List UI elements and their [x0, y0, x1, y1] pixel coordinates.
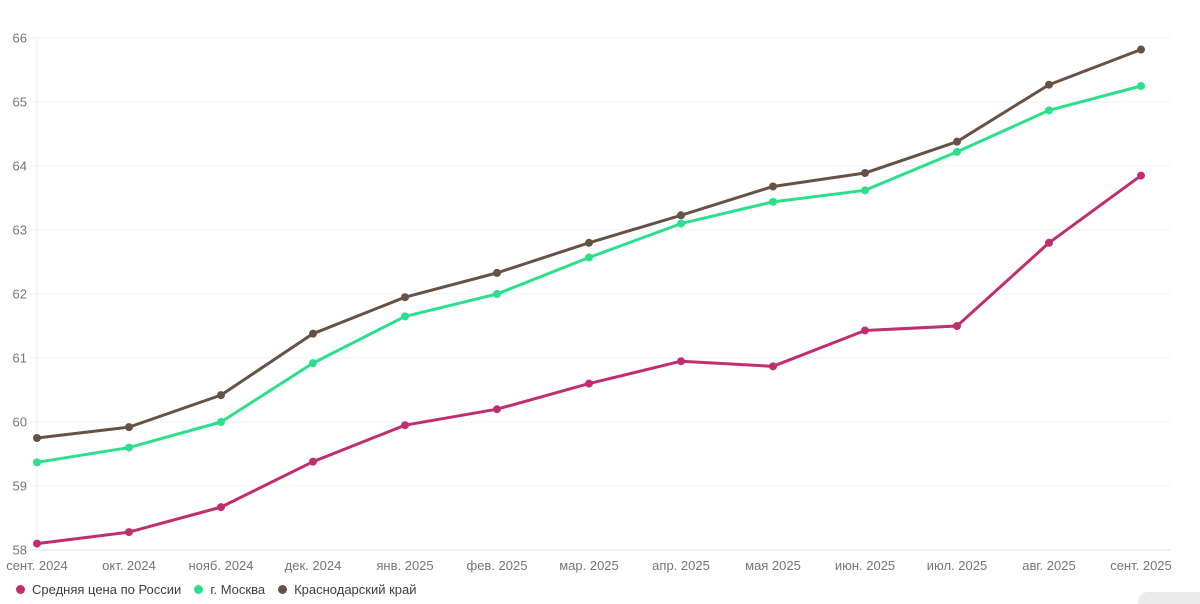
data-point[interactable] — [401, 293, 409, 302]
x-tick-label: июн. 2025 — [835, 558, 895, 573]
y-tick-label: 61 — [13, 351, 27, 366]
chart-legend: Средняя цена по России г. Москва Краснодар… — [16, 583, 417, 596]
data-point[interactable] — [1045, 106, 1053, 115]
data-point[interactable] — [309, 329, 317, 338]
data-point[interactable] — [309, 457, 317, 466]
data-point[interactable] — [769, 182, 777, 191]
y-tick-label: 60 — [13, 415, 27, 430]
data-point[interactable] — [1137, 45, 1145, 54]
data-point[interactable] — [677, 211, 685, 220]
data-point[interactable] — [1045, 80, 1053, 89]
legend-item-1[interactable]: г. Москва — [194, 583, 265, 596]
x-tick-label: апр. 2025 — [652, 558, 710, 573]
y-tick-label: 63 — [13, 223, 27, 238]
data-point[interactable] — [217, 391, 225, 400]
data-point[interactable] — [677, 219, 685, 228]
legend-dot-icon — [16, 585, 25, 594]
series-line-1[interactable] — [35, 84, 1143, 464]
x-tick-label: дек. 2024 — [285, 558, 342, 573]
data-point[interactable] — [33, 458, 41, 467]
data-point[interactable] — [125, 528, 133, 537]
corner-widget — [1138, 592, 1200, 604]
legend-label: Краснодарский край — [294, 582, 417, 597]
data-point[interactable] — [769, 362, 777, 371]
legend-dot-icon — [194, 585, 204, 594]
data-point[interactable] — [33, 539, 41, 548]
x-tick-label: сент. 2024 — [6, 558, 68, 573]
x-tick-label: сент. 2025 — [1110, 558, 1172, 573]
series-line-0[interactable] — [35, 174, 1143, 546]
data-point[interactable] — [1137, 171, 1145, 180]
data-point[interactable] — [861, 186, 869, 195]
data-point[interactable] — [585, 379, 593, 388]
data-point[interactable] — [217, 503, 225, 512]
legend-item-0[interactable]: Средняя цена по России — [16, 583, 181, 596]
data-point[interactable] — [401, 312, 409, 321]
data-point[interactable] — [953, 137, 961, 146]
y-tick-label: 59 — [13, 479, 27, 494]
data-point[interactable] — [861, 169, 869, 178]
data-point[interactable] — [309, 359, 317, 368]
legend-dot-icon — [278, 585, 288, 594]
x-tick-label: окт. 2024 — [102, 558, 156, 573]
y-tick-label: 65 — [13, 95, 27, 110]
data-point[interactable] — [217, 418, 225, 426]
x-tick-label: июл. 2025 — [927, 558, 987, 573]
data-point[interactable] — [585, 238, 593, 247]
x-tick-label: нояб. 2024 — [188, 558, 253, 573]
y-tick-label: 66 — [13, 31, 27, 46]
data-point[interactable] — [953, 147, 961, 156]
data-point[interactable] — [493, 268, 501, 277]
legend-label: Средняя цена по России — [32, 582, 182, 597]
data-point[interactable] — [125, 423, 133, 432]
legend-label: г. Москва — [210, 582, 266, 597]
x-tick-label: мая 2025 — [745, 558, 801, 573]
x-tick-label: мар. 2025 — [559, 558, 619, 573]
data-point[interactable] — [33, 434, 41, 442]
x-tick-label: фев. 2025 — [467, 558, 528, 573]
x-tick-label: янв. 2025 — [376, 558, 433, 573]
data-point[interactable] — [125, 443, 133, 452]
data-point[interactable] — [953, 322, 961, 330]
data-point[interactable] — [493, 290, 501, 298]
data-point[interactable] — [677, 357, 685, 366]
data-point[interactable] — [493, 405, 501, 414]
y-tick-label: 58 — [13, 543, 27, 558]
x-tick-label: авг. 2025 — [1022, 558, 1075, 573]
data-point[interactable] — [1137, 82, 1145, 90]
data-point[interactable] — [861, 326, 869, 335]
y-tick-label: 64 — [13, 159, 27, 174]
data-point[interactable] — [585, 253, 593, 262]
y-tick-label: 62 — [13, 287, 27, 302]
data-point[interactable] — [769, 197, 777, 206]
data-point[interactable] — [401, 421, 409, 430]
legend-item-2[interactable]: Краснодарский край — [278, 582, 417, 597]
data-point[interactable] — [1045, 238, 1053, 247]
